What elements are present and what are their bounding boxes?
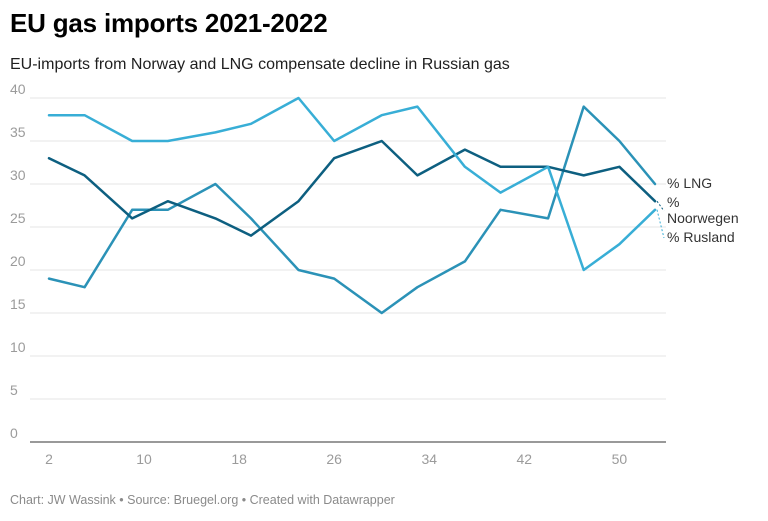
y-tick-label: 15 <box>10 296 26 312</box>
gridlines <box>30 97 666 443</box>
label-connector-rusland <box>656 209 665 239</box>
y-tick-label: 40 <box>10 81 26 97</box>
label-connector-noorwegen <box>656 200 665 212</box>
x-tick-label: 10 <box>136 451 152 467</box>
y-tick-label: 5 <box>10 382 18 398</box>
x-tick-label: 42 <box>517 451 533 467</box>
series-line-rusland <box>47 96 657 272</box>
y-tick-label: 0 <box>10 425 18 441</box>
series-labels: % LNG% Noorwegen% Rusland <box>656 175 739 245</box>
series-label-line: % Rusland <box>667 229 735 245</box>
x-tick-label: 2 <box>45 451 53 467</box>
series-label-line: Noorwegen <box>667 210 739 226</box>
x-tick-label: 18 <box>231 451 247 467</box>
chart-title: EU gas imports 2021-2022 <box>10 8 328 38</box>
series-label-lng: % LNG <box>667 175 712 191</box>
chart-subtitle: EU-imports from Norway and LNG compensat… <box>10 56 510 73</box>
x-tick-label: 50 <box>612 451 628 467</box>
axes: 0 5 10 15 20 25 30 35 40 2 10 18 26 34 42 50 <box>10 81 627 467</box>
series-label-noorwegen: % Noorwegen <box>667 194 739 226</box>
x-tick-label: 34 <box>421 451 437 467</box>
series-label-line: % LNG <box>667 175 712 191</box>
series-label-line: % <box>667 194 679 210</box>
chart-footer: Chart: JW Wassink • Source: Bruegel.org … <box>10 493 395 507</box>
y-tick-label: 25 <box>10 210 26 226</box>
y-tick-label: 35 <box>10 124 26 140</box>
y-tick-label: 20 <box>10 253 26 269</box>
y-tick-label: 10 <box>10 339 26 355</box>
series-lines <box>47 96 657 315</box>
x-tick-label: 26 <box>326 451 342 467</box>
series-line-noorwegen <box>47 139 657 237</box>
series-label-rusland: % Rusland <box>667 229 735 245</box>
y-tick-label: 30 <box>10 167 26 183</box>
